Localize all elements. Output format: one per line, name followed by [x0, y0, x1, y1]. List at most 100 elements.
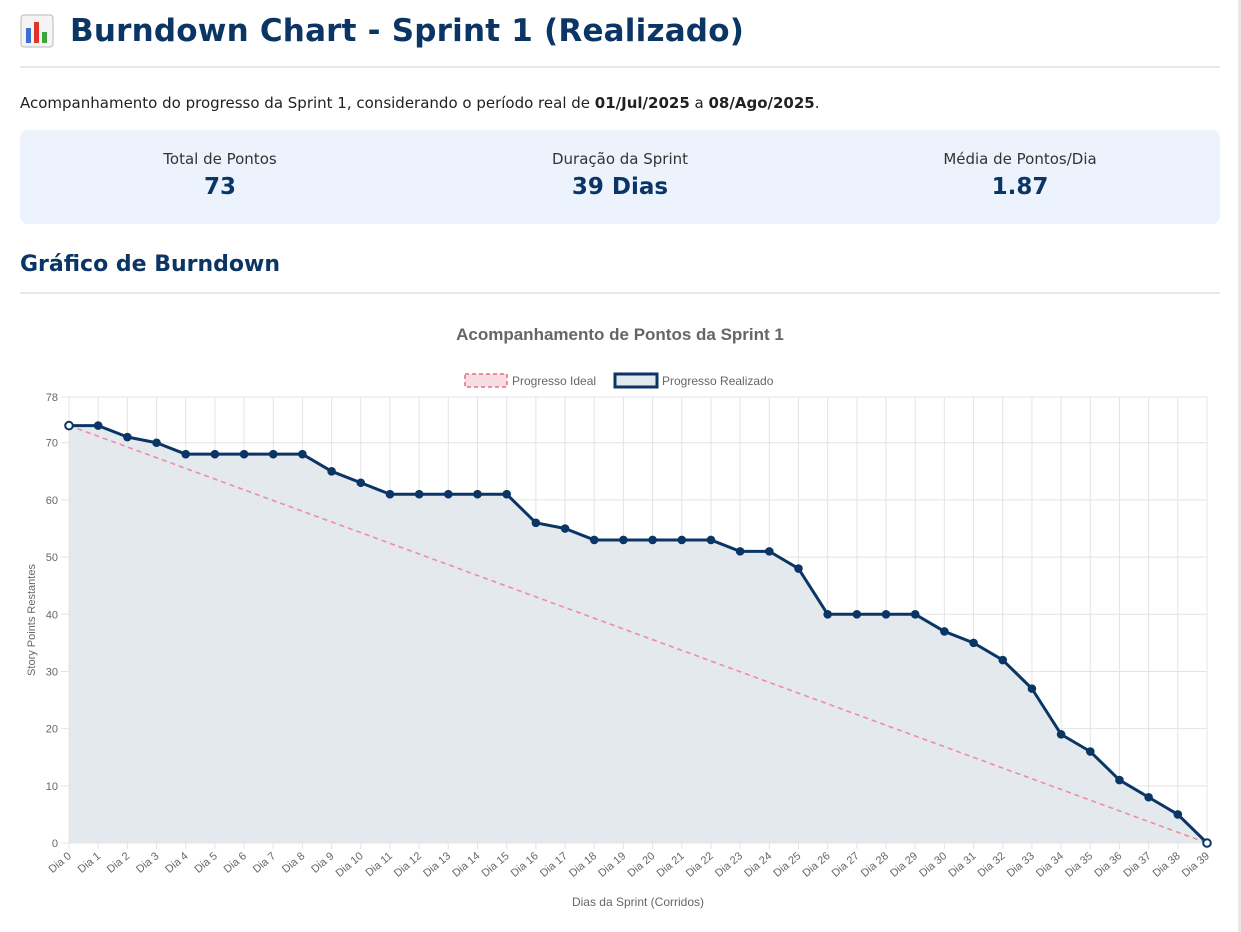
real-data-point[interactable]	[677, 535, 687, 545]
real-data-point[interactable]	[852, 609, 862, 619]
x-tick-label: Dia 37	[1121, 850, 1153, 880]
real-data-point[interactable]	[327, 467, 336, 476]
x-tick-label: Dia 0	[47, 850, 74, 876]
x-tick-label: Dia 38	[1151, 850, 1183, 880]
x-tick-label: Dia 30	[917, 850, 949, 880]
section-title: Gráfico de Burndown	[20, 252, 280, 277]
x-tick-label: Dia 32	[976, 850, 1008, 880]
real-data-point[interactable]	[1202, 838, 1212, 848]
x-tick-label: Dia 25	[771, 850, 803, 880]
y-tick-label: 0	[52, 838, 58, 850]
real-data-point[interactable]	[473, 489, 482, 499]
section-divider	[20, 292, 1220, 294]
stat-label: Média de Pontos/Dia	[943, 150, 1097, 168]
real-data-point[interactable]	[969, 638, 978, 648]
x-tick-label: Dia 19	[596, 850, 628, 880]
stat-label: Total de Pontos	[163, 150, 277, 168]
x-tick-label: Dia 26	[801, 850, 833, 880]
x-tick-label: Dia 23	[713, 850, 745, 880]
legend-item-ideal[interactable]: Progresso Ideal	[464, 373, 596, 388]
intro-suffix: .	[814, 94, 820, 112]
x-tick-label: Dia 21	[655, 850, 687, 880]
real-data-point[interactable]	[910, 609, 920, 619]
real-data-point[interactable]	[1173, 810, 1183, 819]
x-tick-label: Dia 24	[742, 850, 774, 880]
x-tick-label: Dia 5	[192, 850, 219, 876]
intro-end-date: 08/Ago/2025	[708, 94, 815, 112]
real-data-point[interactable]	[1085, 747, 1095, 756]
real-data-point[interactable]	[619, 535, 628, 545]
x-tick-label: Dia 28	[859, 850, 891, 880]
real-data-point[interactable]	[940, 627, 949, 636]
real-data-point[interactable]	[1056, 730, 1066, 739]
y-tick-label: 60	[46, 495, 58, 507]
stat-label: Duração da Sprint	[551, 150, 689, 168]
real-data-point[interactable]	[823, 609, 832, 619]
real-data-point[interactable]	[385, 489, 395, 499]
x-tick-label: Dia 16	[509, 850, 541, 880]
real-data-point[interactable]	[589, 535, 599, 545]
y-tick-label: 30	[46, 666, 58, 678]
real-data-point[interactable]	[64, 420, 74, 431]
intro-middle: a	[689, 94, 709, 112]
real-data-point[interactable]	[881, 609, 891, 619]
page-title: Burndown Chart - Sprint 1 (Realizado)	[70, 13, 745, 49]
real-data-point[interactable]	[93, 421, 103, 430]
legend-item-real[interactable]: Progresso Realizado	[613, 372, 774, 389]
intro-text: Acompanhamento do progresso da Sprint 1,…	[20, 94, 1220, 112]
title-divider	[20, 66, 1220, 68]
real-data-point[interactable]	[444, 489, 453, 499]
x-axis-ticks: Dia 0 Dia 1 Dia 2 Dia 3 Dia 4 Dia 5 Dia 6 Dia 7…	[47, 850, 1212, 880]
real-data-point[interactable]	[765, 547, 774, 556]
legend-label-real: Progresso Realizado	[662, 374, 774, 388]
real-data-point[interactable]	[152, 438, 161, 448]
real-data-point[interactable]	[794, 564, 803, 573]
x-tick-label: Dia 36	[1092, 850, 1124, 880]
real-data-point[interactable]	[210, 449, 220, 459]
y-tick-label: 50	[46, 552, 58, 564]
burndown-chart: Acompanhamento de Pontos da Sprint 1 Pro…	[26, 325, 1212, 909]
x-tick-label: Dia 31	[946, 850, 978, 880]
real-data-point[interactable]	[998, 655, 1008, 665]
x-axis-label: Dias da Sprint (Corridos)	[572, 895, 704, 909]
real-data-point[interactable]	[735, 547, 745, 556]
real-data-point[interactable]	[298, 449, 307, 459]
x-tick-label: Dia 3	[134, 850, 161, 876]
stats-panel: Total de Pontos 73 Duração da Sprint 39 …	[20, 130, 1220, 224]
y-tick-label: 70	[46, 438, 58, 450]
real-data-point[interactable]	[123, 432, 132, 442]
real-data-point[interactable]	[1027, 684, 1037, 693]
stat-value: 73	[203, 174, 236, 200]
real-data-point[interactable]	[1144, 792, 1153, 802]
stat-sprint-duration: Duração da Sprint 39 Dias	[420, 130, 820, 224]
scrollbar[interactable]	[1238, 0, 1241, 932]
x-tick-label: Dia 39	[1180, 850, 1212, 880]
real-data-point[interactable]	[648, 535, 657, 545]
stat-avg-points: Média de Pontos/Dia 1.87	[820, 130, 1220, 224]
chart-title: Acompanhamento de Pontos da Sprint 1	[456, 325, 784, 344]
x-tick-label: Dia 15	[480, 850, 512, 880]
real-data-point[interactable]	[414, 489, 424, 499]
x-tick-label: Dia 13	[421, 850, 453, 880]
real-data-point[interactable]	[239, 449, 249, 459]
y-tick-label: 10	[46, 781, 58, 793]
page: Burndown Chart - Sprint 1 (Realizado) Ac…	[20, 0, 1220, 294]
real-data-point[interactable]	[531, 518, 541, 528]
real-data-point[interactable]	[706, 535, 716, 545]
x-tick-label: Dia 17	[538, 850, 570, 880]
x-tick-label: Dia 14	[450, 850, 482, 880]
stat-value: 39 Dias	[571, 174, 669, 200]
real-data-point[interactable]	[560, 524, 570, 533]
real-data-point[interactable]	[181, 449, 191, 459]
real-data-point[interactable]	[1115, 775, 1124, 785]
legend-swatch-real	[613, 372, 659, 389]
intro-prefix: Acompanhamento do progresso da Sprint 1,…	[20, 94, 595, 112]
x-tick-label: Dia 4	[163, 850, 190, 876]
real-data-point[interactable]	[268, 449, 278, 459]
x-tick-label: Dia 12	[392, 850, 424, 880]
real-data-point[interactable]	[356, 478, 366, 488]
x-tick-label: Dia 33	[1005, 850, 1037, 880]
real-data-point[interactable]	[502, 489, 511, 499]
x-tick-label: Dia 29	[888, 850, 920, 880]
stat-total-points: Total de Pontos 73	[20, 130, 420, 224]
